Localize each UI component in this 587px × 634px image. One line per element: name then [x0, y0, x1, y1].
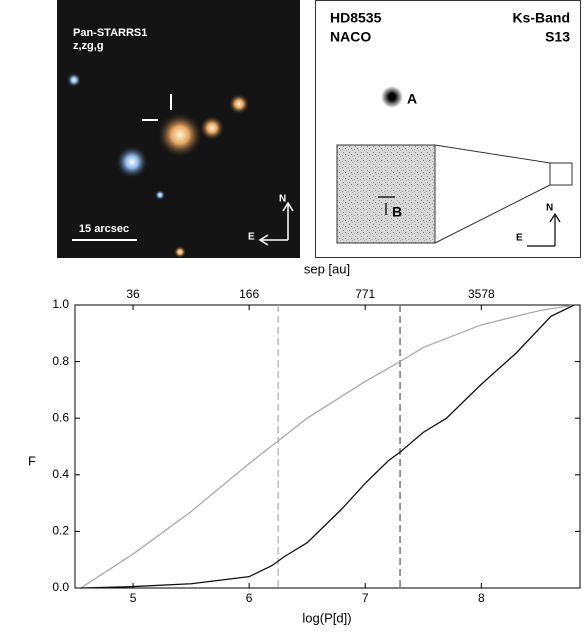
y-tick-label: 0.0 — [52, 580, 69, 594]
chart: sep [au] log(P[d]) F 5 6 7 8 36 166 771 3578 0.0… — [28, 261, 580, 625]
figure: Pan-STARRS1 z,zg,g 15 arcsec N E HD8535 … — [0, 0, 587, 629]
x2-tick-label: 3578 — [468, 287, 495, 301]
instrument-label: NACO — [330, 29, 371, 45]
y-tick-label: 0.4 — [52, 467, 69, 481]
x-tick-label: 8 — [478, 591, 485, 605]
x-tick-label: 6 — [246, 591, 253, 605]
x-tick-label: 5 — [130, 591, 137, 605]
y-tick-label: 0.2 — [52, 524, 69, 538]
plot-frame — [75, 305, 580, 588]
x2-axis-label: sep [au] — [304, 261, 350, 276]
east-label: E — [516, 233, 523, 244]
y-tick-label: 0.8 — [52, 354, 69, 368]
x-axis-label: log(P[d]) — [302, 610, 351, 625]
target-label: HD8535 — [330, 10, 382, 26]
series-line — [81, 305, 574, 588]
x-tick-label: 7 — [362, 591, 369, 605]
north-label: N — [279, 194, 286, 205]
x2-tick-label: 36 — [126, 287, 140, 301]
east-label: E — [248, 232, 255, 243]
scale-label: 15 arcsec — [79, 223, 129, 235]
x2-tick-label: 771 — [355, 287, 375, 301]
companion-label: B — [392, 204, 402, 220]
north-label: N — [546, 203, 553, 214]
series-line — [81, 305, 574, 588]
bands-label: z,zg,g — [73, 40, 104, 52]
band-label: Ks-Band — [512, 10, 570, 26]
primary-label: A — [407, 91, 417, 107]
y-tick-label: 1.0 — [52, 297, 69, 311]
camera-label: S13 — [545, 29, 570, 45]
y-tick-label: 0.6 — [52, 410, 69, 424]
x2-tick-label: 166 — [239, 287, 259, 301]
y-axis-label: F — [28, 453, 36, 468]
page: {"panels":{"left":{"survey":"Pan-STARRS1… — [0, 0, 587, 629]
survey-label: Pan-STARRS1 — [73, 27, 147, 39]
naco-image: HD8535 NACO Ks-Band S13 A B N E — [316, 1, 581, 258]
sky-image: Pan-STARRS1 z,zg,g 15 arcsec N E — [57, 0, 300, 258]
